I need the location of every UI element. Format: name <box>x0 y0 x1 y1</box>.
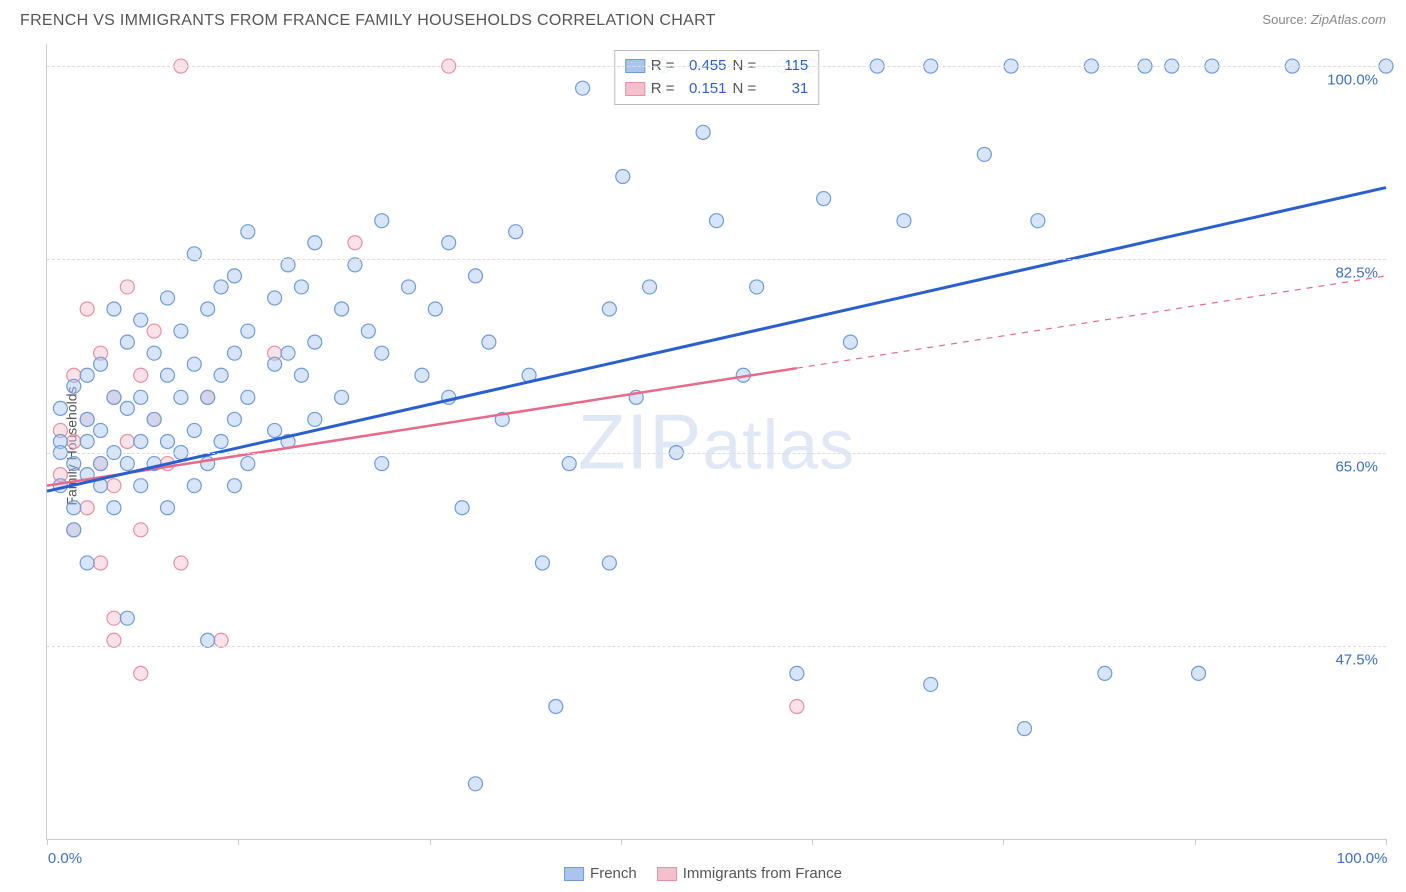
correlation-chart: ZIPatlas R = 0.455 N = 115 R = 0.151 N =… <box>46 44 1386 840</box>
stats-row-immigrants: R = 0.151 N = 31 <box>625 78 809 101</box>
r-label: R = <box>651 78 675 101</box>
swatch-french <box>564 867 584 881</box>
legend-label-french: French <box>590 865 637 882</box>
y-tick-label: 100.0% <box>1327 72 1378 89</box>
page-title: FRENCH VS IMMIGRANTS FROM FRANCE FAMILY … <box>20 12 716 30</box>
source-link[interactable]: ZipAtlas.com <box>1311 12 1386 27</box>
legend-item-immigrants: Immigrants from France <box>657 865 842 882</box>
x-tick-label: 100.0% <box>1337 850 1388 867</box>
y-tick-label: 47.5% <box>1335 651 1378 668</box>
n-value-immigrants: 31 <box>762 78 808 101</box>
r-value-immigrants: 0.151 <box>681 78 727 101</box>
source-attribution: Source: ZipAtlas.com <box>1262 12 1386 27</box>
chart-svg <box>47 44 1386 839</box>
legend-label-immigrants: Immigrants from France <box>683 865 842 882</box>
swatch-immigrants <box>625 82 645 96</box>
y-tick-label: 65.0% <box>1335 458 1378 475</box>
bottom-legend: French Immigrants from France <box>564 865 842 882</box>
y-tick-label: 82.5% <box>1335 265 1378 282</box>
source-label: Source: <box>1262 12 1307 27</box>
stats-legend-box: R = 0.455 N = 115 R = 0.151 N = 31 <box>614 50 820 105</box>
legend-item-french: French <box>564 865 637 882</box>
swatch-immigrants <box>657 867 677 881</box>
x-tick-label: 0.0% <box>48 850 82 867</box>
n-label: N = <box>733 78 757 101</box>
